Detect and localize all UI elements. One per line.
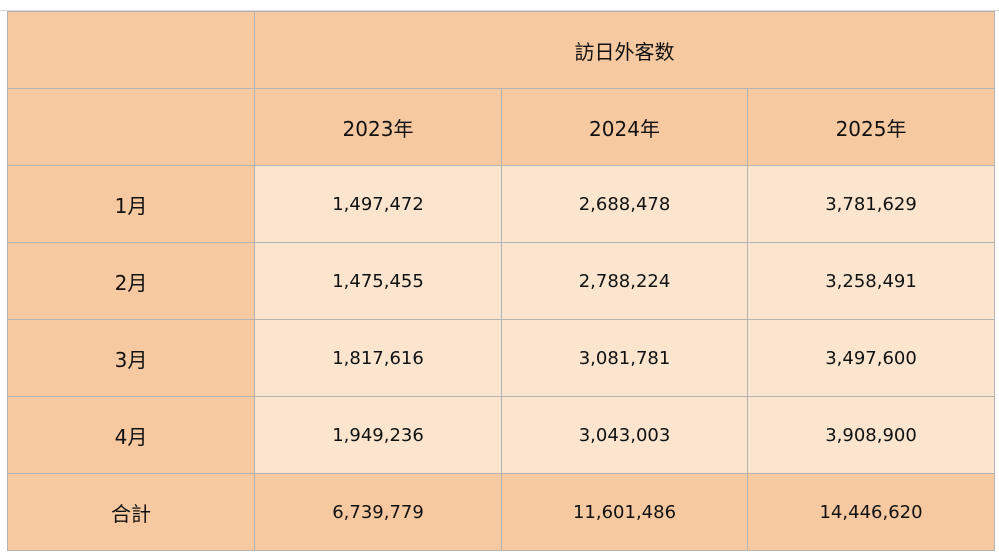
table-row: 2月 1,475,455 2,788,224 3,258,491 (7, 242, 996, 320)
total-cell: 11,601,486 (501, 473, 748, 551)
table-cell: 3,043,003 (501, 396, 748, 474)
total-label: 合計 (7, 473, 255, 551)
table-row: 4月 1,949,236 3,043,003 3,908,900 (7, 396, 996, 474)
row-label: 3月 (7, 319, 255, 397)
total-cell: 6,739,779 (254, 473, 502, 551)
row-label: 4月 (7, 396, 255, 474)
corner-cell (7, 11, 255, 89)
table-row: 3月 1,817,616 3,081,781 3,497,600 (7, 319, 996, 397)
top-border-strip (0, 0, 999, 11)
total-row: 合計 6,739,779 11,601,486 14,446,620 (7, 473, 996, 551)
table-cell: 3,497,600 (746, 319, 996, 397)
corner-cell-2 (7, 88, 255, 166)
group-header-row: 訪日外客数 (7, 11, 996, 89)
year-header: 2023年 (254, 88, 502, 166)
table-cell: 3,081,781 (501, 319, 748, 397)
table-cell: 1,817,616 (254, 319, 502, 397)
table-row: 1月 1,497,472 2,688,478 3,781,629 (7, 165, 996, 243)
table-cell: 1,475,455 (254, 242, 502, 320)
group-header: 訪日外客数 (253, 11, 996, 89)
row-label: 1月 (7, 165, 255, 243)
table-cell: 2,788,224 (501, 242, 748, 320)
year-header-row: 2023年 2024年 2025年 (7, 88, 996, 166)
table-cell: 1,949,236 (254, 396, 502, 474)
total-cell: 14,446,620 (746, 473, 996, 551)
year-header: 2024年 (501, 88, 748, 166)
table-cell: 3,781,629 (746, 165, 996, 243)
visitor-stats-table: 訪日外客数 2023年 2024年 2025年 1月 1,497,472 2,6… (7, 11, 996, 551)
year-header: 2025年 (746, 88, 996, 166)
table-cell: 3,908,900 (746, 396, 996, 474)
table-cell: 3,258,491 (746, 242, 996, 320)
table-cell: 1,497,472 (254, 165, 502, 243)
row-label: 2月 (7, 242, 255, 320)
table-cell: 2,688,478 (501, 165, 748, 243)
